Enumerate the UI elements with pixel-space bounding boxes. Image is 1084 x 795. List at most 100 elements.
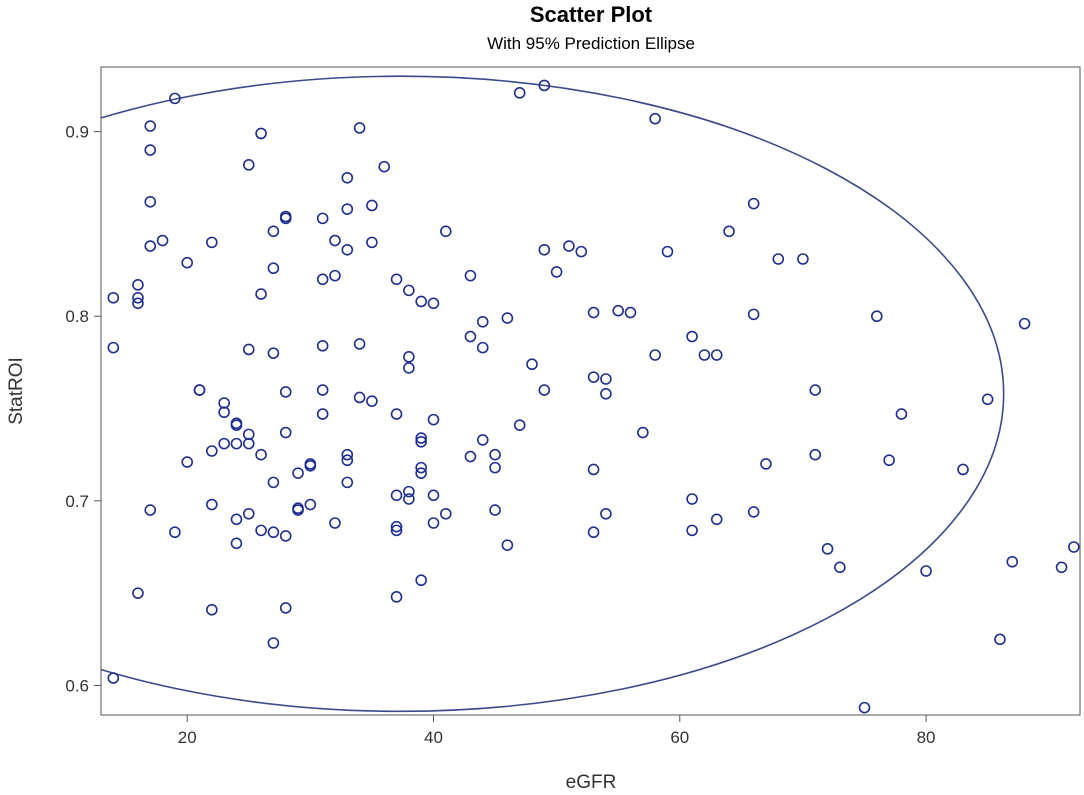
data-point bbox=[427, 297, 440, 310]
data-point bbox=[366, 199, 378, 212]
data-point bbox=[181, 456, 194, 468]
data-point bbox=[747, 308, 760, 321]
data-point bbox=[415, 467, 427, 479]
data-point bbox=[292, 502, 304, 515]
data-point bbox=[341, 448, 354, 461]
data-point bbox=[772, 253, 785, 265]
data-point bbox=[464, 269, 477, 282]
data-point bbox=[797, 253, 809, 265]
data-point bbox=[637, 426, 649, 439]
data-point bbox=[809, 384, 822, 396]
data-point bbox=[403, 493, 415, 505]
y-tick-label: 0.6 bbox=[65, 676, 89, 695]
data-point bbox=[501, 539, 514, 551]
data-point bbox=[957, 463, 969, 476]
data-point bbox=[834, 561, 846, 574]
data-point bbox=[341, 203, 354, 215]
data-point bbox=[723, 225, 735, 238]
chart-subtitle: With 95% Prediction Ellipse bbox=[487, 34, 695, 53]
data-point bbox=[403, 485, 415, 498]
data-point bbox=[390, 520, 403, 533]
data-point bbox=[612, 304, 625, 317]
data-point bbox=[710, 513, 723, 526]
data-point bbox=[279, 602, 292, 614]
data-point bbox=[316, 384, 329, 396]
data-point bbox=[747, 197, 760, 210]
data-point bbox=[760, 458, 772, 470]
data-point bbox=[316, 212, 329, 225]
data-point bbox=[895, 408, 908, 420]
data-point bbox=[279, 426, 292, 439]
data-point bbox=[587, 463, 600, 476]
data-point bbox=[489, 448, 501, 461]
data-point bbox=[649, 349, 661, 361]
data-point bbox=[255, 448, 267, 461]
data-point bbox=[427, 413, 440, 426]
data-point bbox=[821, 543, 834, 555]
data-point bbox=[341, 454, 354, 467]
data-point bbox=[169, 526, 181, 539]
x-tick-label: 80 bbox=[917, 728, 936, 747]
data-point bbox=[267, 637, 280, 649]
data-point bbox=[686, 493, 698, 505]
data-point bbox=[304, 458, 317, 470]
data-point bbox=[550, 266, 563, 278]
data-point bbox=[206, 498, 218, 511]
data-point bbox=[144, 144, 157, 156]
data-point bbox=[242, 343, 255, 356]
x-axis: 20 40 60 80 bbox=[178, 715, 936, 747]
data-point bbox=[169, 92, 181, 105]
data-point bbox=[587, 306, 600, 319]
data-point bbox=[1068, 541, 1080, 553]
data-point bbox=[390, 524, 403, 537]
data-point bbox=[464, 330, 477, 343]
data-point bbox=[279, 386, 292, 398]
data-point bbox=[513, 87, 526, 99]
data-point bbox=[353, 122, 366, 134]
data-point bbox=[1018, 317, 1031, 330]
data-point bbox=[476, 315, 489, 328]
data-point bbox=[255, 524, 267, 537]
data-point bbox=[440, 225, 452, 238]
data-point bbox=[920, 565, 932, 577]
data-point bbox=[366, 395, 378, 407]
data-point bbox=[156, 234, 169, 247]
data-point bbox=[538, 243, 551, 256]
data-point bbox=[144, 504, 157, 516]
data-point bbox=[575, 245, 588, 258]
data-point bbox=[107, 341, 120, 354]
data-point bbox=[304, 498, 317, 511]
data-point bbox=[279, 210, 292, 223]
y-axis: 0.6 0.7 0.8 0.9 bbox=[65, 123, 101, 695]
chart-title: Scatter Plot bbox=[530, 2, 653, 27]
data-point bbox=[132, 291, 144, 304]
data-point bbox=[415, 295, 427, 308]
data-point bbox=[218, 437, 230, 450]
prediction-ellipse-layer bbox=[101, 75, 1005, 713]
x-tick-label: 20 bbox=[178, 728, 197, 747]
data-point bbox=[427, 517, 440, 529]
data-point bbox=[858, 701, 871, 714]
data-point bbox=[193, 384, 206, 396]
data-point bbox=[390, 273, 403, 286]
data-point bbox=[587, 526, 600, 539]
data-point bbox=[1006, 555, 1019, 568]
data-point bbox=[686, 524, 698, 537]
data-point bbox=[329, 517, 341, 529]
data-point bbox=[267, 347, 280, 359]
data-point bbox=[279, 530, 292, 542]
data-point bbox=[132, 587, 144, 599]
data-point bbox=[292, 467, 304, 479]
data-point bbox=[489, 504, 501, 516]
data-point bbox=[538, 384, 551, 396]
data-point bbox=[144, 240, 157, 252]
x-tick-label: 40 bbox=[424, 728, 443, 747]
data-point bbox=[341, 243, 354, 256]
data-point bbox=[206, 445, 218, 457]
data-point bbox=[489, 461, 501, 474]
data-point bbox=[390, 408, 403, 420]
x-tick-label: 60 bbox=[670, 728, 689, 747]
data-point bbox=[267, 262, 280, 275]
data-point bbox=[981, 393, 994, 406]
data-point bbox=[600, 507, 612, 520]
